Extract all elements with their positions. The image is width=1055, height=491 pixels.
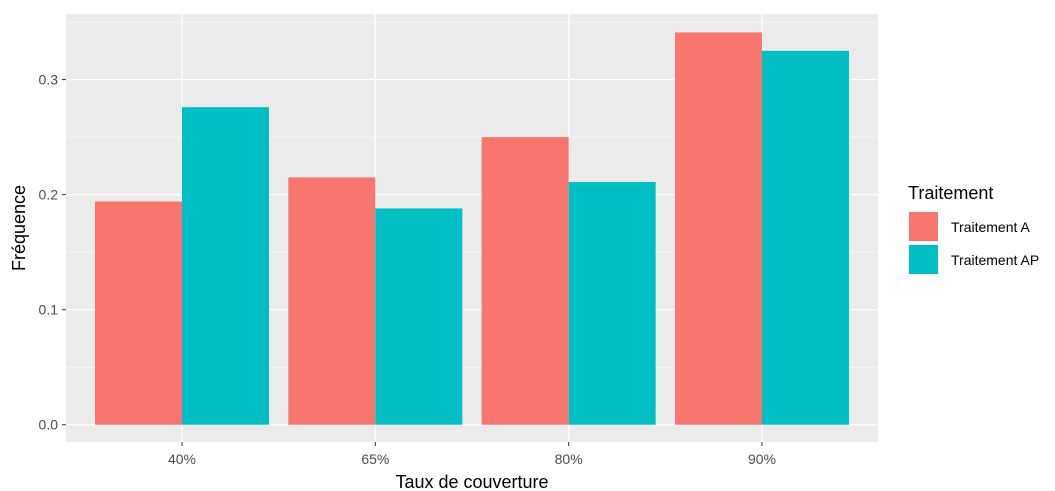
x-axis-title: Taux de couverture	[395, 472, 548, 491]
legend: Traitement Traitement A Traitement AP	[908, 183, 1039, 274]
y-tick-label: 0.3	[39, 72, 59, 88]
legend-label-traitement-a: Traitement A	[951, 219, 1031, 235]
bar-traitement-a-40pct	[95, 201, 182, 425]
bar-traitement-ap-90pct	[762, 50, 849, 425]
y-axis: 0.0 0.1 0.2 0.3	[39, 72, 66, 433]
legend-title: Traitement	[908, 183, 993, 203]
y-axis-title: Fréquence	[9, 185, 29, 271]
y-tick-label: 0.1	[39, 302, 59, 318]
bar-traitement-a-65pct	[288, 177, 376, 425]
y-tick-label: 0.2	[39, 187, 59, 203]
bars-group	[95, 32, 849, 425]
legend-label-traitement-ap: Traitement AP	[951, 252, 1039, 268]
bar-traitement-ap-80pct	[568, 181, 656, 425]
x-tick-label: 90%	[748, 451, 776, 467]
y-tick-label: 0.0	[39, 417, 59, 433]
legend-key-traitement-ap	[909, 245, 938, 274]
bar-traitement-ap-40pct	[182, 107, 269, 425]
x-tick-label: 80%	[555, 451, 583, 467]
x-tick-label: 65%	[361, 451, 389, 467]
bar-traitement-ap-65pct	[375, 208, 463, 425]
bar-traitement-a-80pct	[481, 137, 569, 425]
x-tick-label: 40%	[168, 451, 196, 467]
x-axis: 40% 65% 80% 90%	[168, 442, 776, 467]
legend-key-traitement-a	[909, 212, 938, 241]
bar-traitement-a-90pct	[675, 32, 762, 425]
